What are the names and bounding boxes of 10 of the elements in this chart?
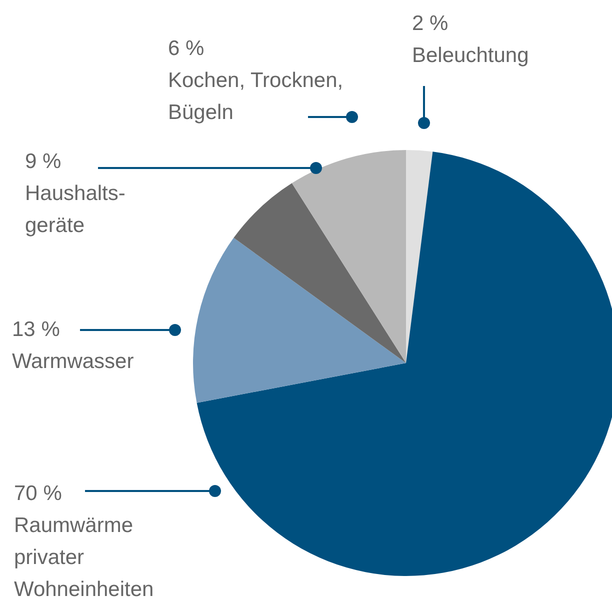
data-label: 70 % (14, 482, 62, 505)
data-label: 13 % (12, 318, 60, 341)
slice-label: Warmwasser (12, 350, 134, 373)
data-label: 9 % (25, 150, 62, 173)
slice-label: Beleuchtung (412, 44, 529, 67)
slice-label: Kochen, Trocknen, Bügeln (168, 69, 344, 124)
data-label: 6 % (168, 37, 204, 60)
slice-label: Raumwärme privater Wohneinheiten (14, 514, 154, 601)
slice-label: Haushalts- geräte (25, 182, 126, 237)
data-label: 2 % (412, 12, 448, 35)
